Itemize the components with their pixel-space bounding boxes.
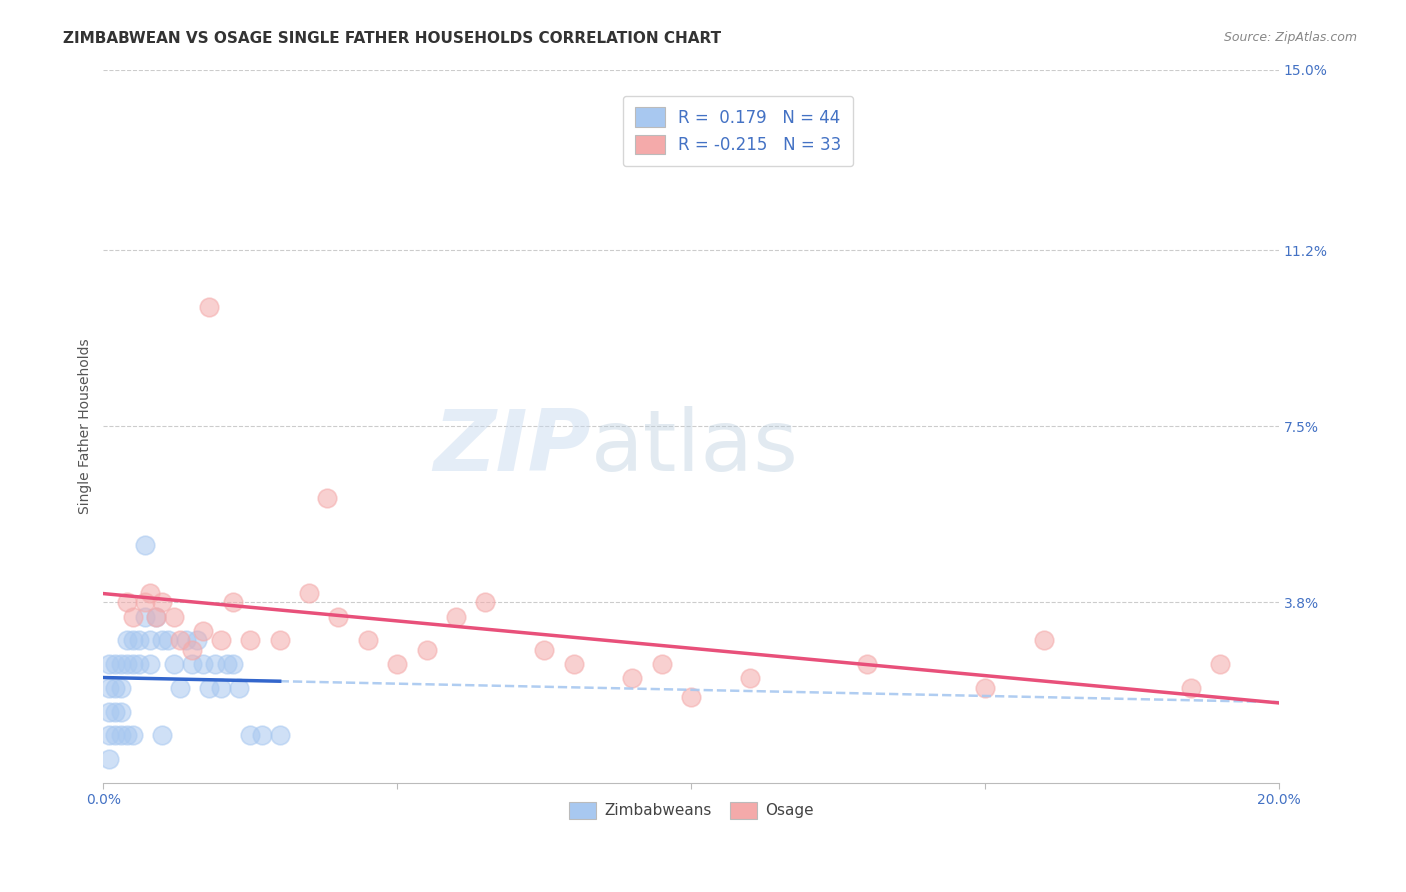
Point [681,690,703,705]
Point [1032,633,1054,648]
Point [139,586,162,600]
Point [150,633,173,648]
Legend: Zimbabweans, Osage: Zimbabweans, Osage [562,796,820,825]
Point [98,681,121,695]
Point [134,609,156,624]
Point [856,657,879,672]
Point [115,595,138,609]
Point [134,538,156,552]
Point [328,609,350,624]
Point [104,705,127,719]
Point [357,633,380,648]
Point [204,657,226,672]
Point [562,657,585,672]
Point [209,633,232,648]
Point [387,657,409,672]
Point [474,595,496,609]
Point [415,643,437,657]
Point [110,705,132,719]
Point [215,657,238,672]
Point [250,729,273,743]
Point [121,609,143,624]
Point [269,633,291,648]
Point [974,681,997,695]
Point [163,609,186,624]
Point [444,609,467,624]
Point [115,633,138,648]
Point [228,681,250,695]
Point [121,633,143,648]
Point [169,633,191,648]
Point [198,681,221,695]
Point [145,609,167,624]
Point [209,681,232,695]
Point [221,657,243,672]
Point [104,729,127,743]
Text: Source: ZipAtlas.com: Source: ZipAtlas.com [1223,31,1357,45]
Point [533,643,555,657]
Point [150,595,173,609]
Point [115,729,138,743]
Point [128,657,150,672]
Point [298,586,321,600]
Point [1180,681,1202,695]
Point [651,657,673,672]
Point [239,729,262,743]
Point [163,657,186,672]
Point [221,595,243,609]
Text: ZIP: ZIP [433,406,591,489]
Point [134,595,156,609]
Point [239,633,262,648]
Y-axis label: Single Father Households: Single Father Households [79,338,93,514]
Point [174,633,197,648]
Point [104,657,127,672]
Point [110,681,132,695]
Point [121,729,143,743]
Point [180,657,202,672]
Point [98,752,121,766]
Point [98,705,121,719]
Point [621,672,644,686]
Point [145,609,167,624]
Point [139,657,162,672]
Point [180,643,202,657]
Point [150,729,173,743]
Point [98,729,121,743]
Point [110,729,132,743]
Point [98,657,121,672]
Point [157,633,180,648]
Point [269,729,291,743]
Point [198,301,221,315]
Point [128,633,150,648]
Point [738,672,761,686]
Point [186,633,208,648]
Text: atlas: atlas [591,406,799,489]
Point [1209,657,1232,672]
Point [121,657,143,672]
Point [315,491,337,505]
Point [193,624,215,638]
Point [115,657,138,672]
Point [139,633,162,648]
Point [110,657,132,672]
Text: ZIMBABWEAN VS OSAGE SINGLE FATHER HOUSEHOLDS CORRELATION CHART: ZIMBABWEAN VS OSAGE SINGLE FATHER HOUSEH… [63,31,721,46]
Point [169,681,191,695]
Point [193,657,215,672]
Point [104,681,127,695]
